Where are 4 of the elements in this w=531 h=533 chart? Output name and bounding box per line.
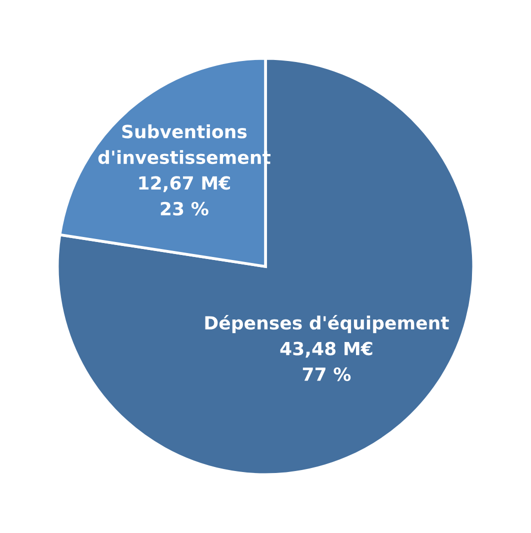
data-label: 43,48 M€ 77 % (280, 342, 372, 382)
slice-label: Dépenses d'équipement (205, 314, 449, 334)
pie-slice (56, 56, 476, 476)
data-label: 12,67 M€ 23 % (139, 176, 230, 216)
